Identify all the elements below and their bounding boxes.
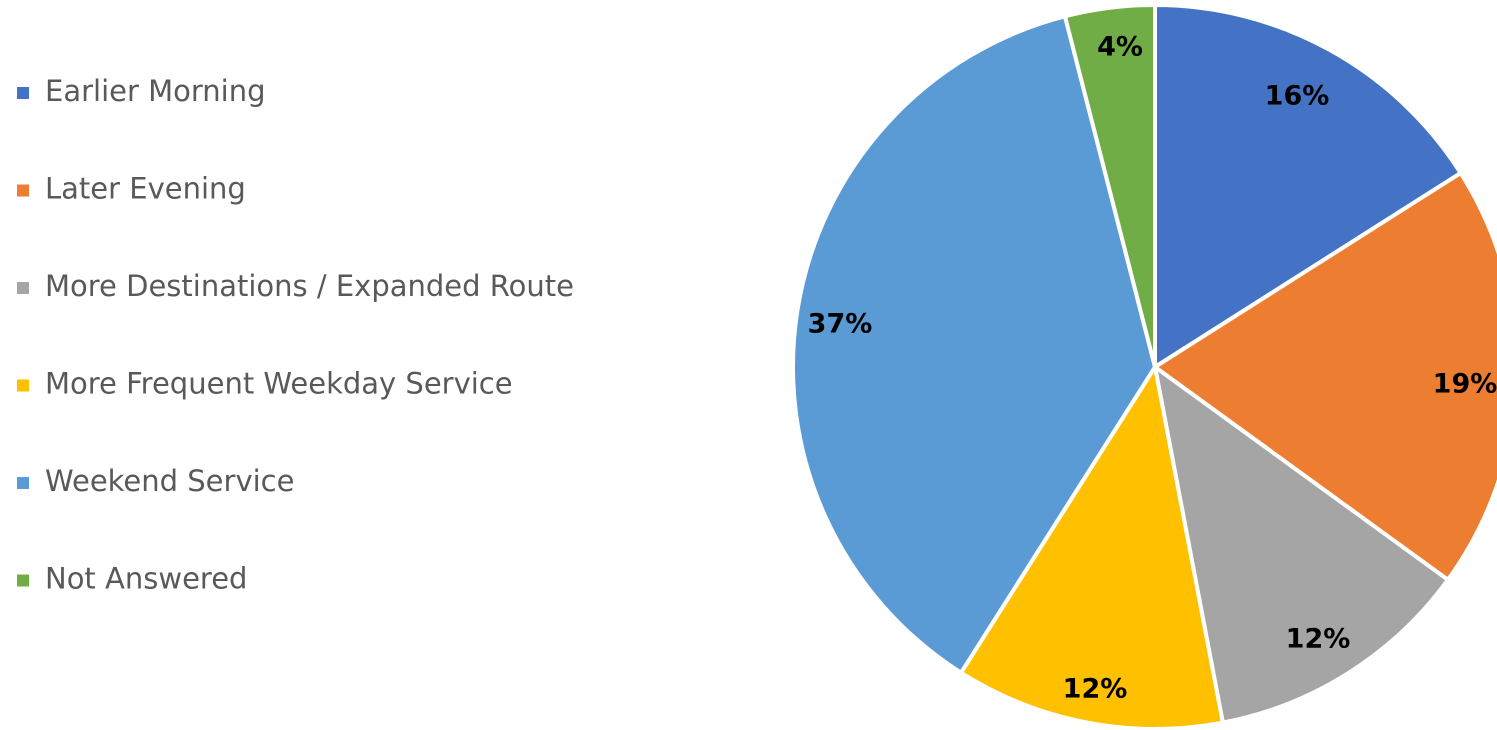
legend-swatch (17, 184, 29, 197)
data-label: 19% (1433, 369, 1497, 400)
data-label: 12% (1063, 674, 1128, 705)
legend-label: Later Evening (45, 172, 246, 206)
pie-slice (1153, 171, 1497, 582)
pie-slice (1062, 3, 1157, 369)
legend-swatch (17, 574, 29, 587)
legend-swatch (17, 87, 29, 99)
legend-swatch (17, 282, 29, 294)
legend-label: Earlier Morning (45, 74, 266, 108)
data-label: 37% (808, 309, 873, 340)
pie-slice (1153, 3, 1463, 369)
legend-label: Not Answered (45, 562, 247, 596)
pie-slice (791, 14, 1157, 675)
data-label: 4% (1097, 32, 1143, 63)
legend-swatch (17, 379, 29, 392)
pie-slice (1153, 365, 1450, 725)
legend-label: More Destinations / Expanded Route (45, 269, 574, 303)
legend-label: More Frequent Weekday Service (45, 367, 513, 401)
data-label: 16% (1265, 81, 1330, 112)
legend-swatch (17, 477, 29, 489)
data-label: 12% (1286, 624, 1351, 655)
legend-label: Weekend Service (45, 464, 294, 498)
pie-slice (959, 365, 1225, 730)
